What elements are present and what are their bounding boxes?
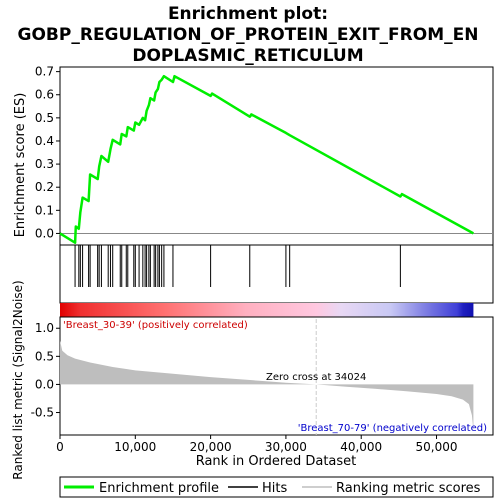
es-y-tick-label: 0.7 — [35, 65, 54, 79]
es-y-tick-label: 0.3 — [35, 157, 54, 171]
legend-metric-label: Ranking metric scores — [336, 481, 481, 496]
es-curve — [59, 74, 475, 244]
es-y-axis-label: Enrichment score (ES) — [13, 93, 28, 238]
title-line-2: GOBP_REGULATION_OF_PROTEIN_EXIT_FROM_EN — [18, 25, 479, 45]
legend: Enrichment profile Hits Ranking metric s… — [59, 476, 494, 498]
metric-y-ticks: 1.0 0.5 0.0 -0.5 — [31, 321, 60, 420]
es-y-tick-label: 0.4 — [35, 134, 54, 148]
metric-area — [60, 340, 474, 431]
legend-hits-label: Hits — [262, 481, 287, 496]
x-tick-label: 0 — [56, 440, 64, 454]
x-axis-label: Rank in Ordered Dataset — [196, 454, 357, 469]
es-panel: 0.0 0.1 0.2 0.3 0.4 0.5 0.6 0.7 Enrichment scor… — [13, 65, 494, 246]
es-y-tick-label: 0.2 — [35, 180, 54, 194]
x-axis: 0 10,000 20,000 30,000 40,000 50,000 — [56, 435, 458, 454]
title-line-3: DOPLASMIC_RETICULUM — [132, 46, 363, 66]
title-line-1: Enrichment plot: — [168, 4, 328, 24]
metric-y-tick-label: 0.0 — [35, 377, 54, 391]
x-tick-label: 30,000 — [265, 440, 307, 454]
metric-panel: 1.0 0.5 0.0 -0.5 'Breast_30-39' (positively… — [11, 280, 494, 480]
x-tick-label: 40,000 — [340, 440, 382, 454]
legend-es-label: Enrichment profile — [99, 481, 219, 496]
gradient-bar — [60, 303, 474, 317]
hit-lines — [74, 245, 401, 287]
x-tick-label: 10,000 — [114, 440, 156, 454]
es-y-tick-label: 0.5 — [35, 111, 54, 125]
pos-correlation-label: 'Breast_30-39' (positively correlated) — [63, 320, 248, 331]
hits-panel — [59, 244, 494, 304]
metric-y-axis-label: Ranked list metric (Signal2Noise) — [11, 280, 25, 479]
es-y-tick-label: 0.0 — [35, 226, 54, 240]
metric-y-tick-label: 0.5 — [35, 349, 54, 363]
es-y-ticks: 0.0 0.1 0.2 0.3 0.4 0.5 0.6 0.7 — [35, 65, 60, 240]
zero-cross-label: Zero cross at 34024 — [266, 372, 366, 383]
es-y-tick-label: 0.6 — [35, 88, 54, 102]
metric-y-tick-label: 1.0 — [35, 321, 54, 335]
gradient-rect — [60, 303, 474, 317]
x-tick-label: 20,000 — [190, 440, 232, 454]
es-y-tick-label: 0.1 — [35, 203, 54, 217]
neg-correlation-label: 'Breast_70-79' (negatively correlated) — [298, 423, 487, 434]
metric-y-tick-label: -0.5 — [31, 406, 54, 420]
x-tick-label: 50,000 — [416, 440, 458, 454]
